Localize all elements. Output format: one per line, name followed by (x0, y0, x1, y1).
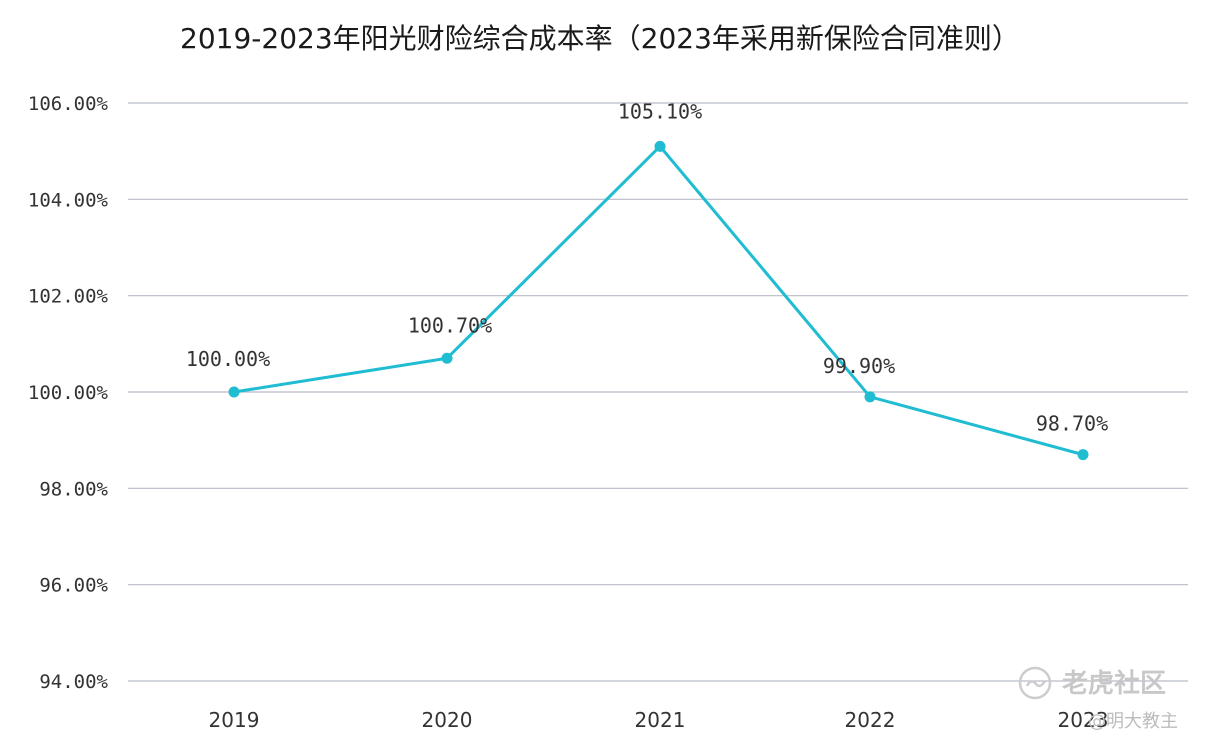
y-tick-label: 104.00% (28, 189, 109, 211)
data-point (1077, 449, 1089, 461)
x-tick-label: 2020 (422, 708, 473, 732)
data-label: 99.90% (823, 354, 895, 378)
x-axis-ticks: 2019 2020 2021 2022 2023 (209, 708, 1109, 732)
data-label: 100.70% (408, 313, 492, 337)
data-labels: 100.00% 100.70% 105.10% 99.90% 98.70% (186, 99, 1108, 435)
chart-title: 2019-2023年阳光财险综合成本率（2023年采用新保险合同准则） (180, 22, 1020, 55)
y-tick-label: 96.00% (39, 575, 108, 597)
watermark-author: @明大教主 (1088, 711, 1178, 732)
x-tick-label: 2019 (209, 708, 260, 732)
watermark-brand: 老虎社区 (1062, 668, 1166, 699)
y-tick-label: 98.00% (39, 478, 108, 500)
y-tick-label: 94.00% (39, 671, 108, 693)
x-tick-label: 2022 (845, 708, 896, 732)
data-point (228, 386, 240, 398)
y-tick-label: 106.00% (28, 93, 109, 115)
grid-lines (128, 102, 1188, 682)
data-point (654, 140, 666, 152)
y-tick-label: 102.00% (28, 286, 109, 308)
tiger-logo-icon (1018, 666, 1052, 700)
x-tick-label: 2021 (635, 708, 686, 732)
data-label: 105.10% (618, 99, 702, 123)
series-line (233, 144, 1084, 457)
series-line-group (228, 140, 1089, 461)
y-axis-ticks: 94.00% 96.00% 98.00% 100.00% 102.00% 104.00% 1… (28, 93, 109, 693)
y-tick-label: 100.00% (28, 382, 109, 404)
data-label: 98.70% (1036, 412, 1108, 436)
watermark: 老虎社区 @明大教主 (1018, 666, 1178, 732)
data-label: 100.00% (186, 347, 270, 371)
data-point (864, 391, 876, 403)
x-tick-label: 2023 (1058, 708, 1109, 732)
data-point (441, 352, 453, 364)
